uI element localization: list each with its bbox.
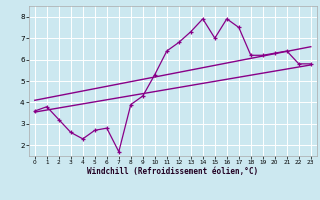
X-axis label: Windchill (Refroidissement éolien,°C): Windchill (Refroidissement éolien,°C) (87, 167, 258, 176)
